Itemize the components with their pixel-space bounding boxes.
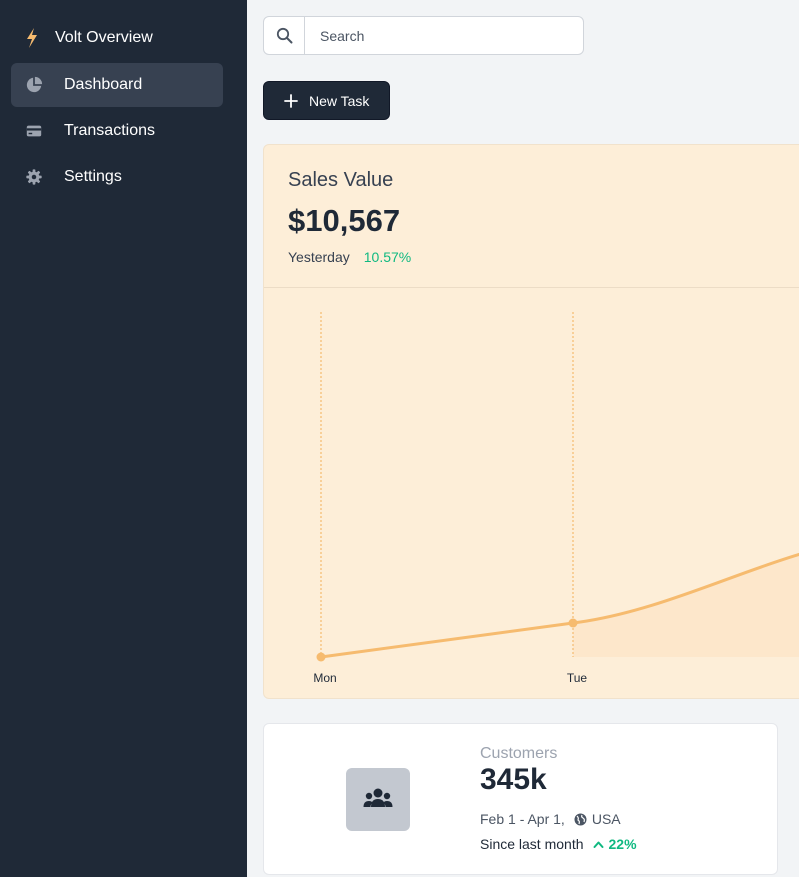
- customers-country: USA: [591, 811, 621, 827]
- chart-x-tick-label: Tue: [567, 671, 588, 685]
- credit-card-icon: [24, 121, 44, 141]
- customers-since-row: Since last month 22%: [480, 836, 637, 852]
- chart-point: [316, 652, 326, 662]
- search-icon[interactable]: [264, 17, 305, 54]
- sidebar-item-settings[interactable]: Settings: [11, 155, 223, 199]
- chart-pie-icon: [24, 75, 44, 95]
- search-box: [263, 16, 584, 55]
- sidebar-item-label: Transactions: [64, 122, 155, 139]
- chart-point: [568, 618, 578, 628]
- new-task-button[interactable]: New Task: [263, 81, 390, 120]
- chart-area: [573, 554, 799, 657]
- customers-value: 345k: [480, 763, 547, 796]
- plus-icon: [284, 93, 298, 108]
- lightning-bolt-icon: [27, 28, 37, 48]
- customers-card: Customers 345k Feb 1 - Apr 1, USA Since …: [263, 723, 778, 875]
- brand-name: Volt Overview: [55, 29, 153, 46]
- sidebar-item-label: Settings: [64, 168, 122, 185]
- sidebar-item-dashboard[interactable]: Dashboard: [11, 63, 223, 107]
- gear-icon: [24, 167, 44, 187]
- sales-value: $10,567: [288, 203, 401, 238]
- customers-label: Customers: [480, 745, 558, 762]
- users-icon: [346, 768, 410, 831]
- sales-change: 10.57%: [363, 249, 412, 265]
- globe-icon: [574, 813, 587, 825]
- customers-range: Feb 1 - Apr 1,: [480, 811, 565, 827]
- sidebar-item-label: Dashboard: [64, 76, 143, 93]
- sales-title: Sales Value: [288, 169, 394, 191]
- customers-range-row: Feb 1 - Apr 1, USA: [480, 811, 621, 827]
- sidebar-item-transactions[interactable]: Transactions: [11, 109, 223, 153]
- sales-header: Sales Value $10,567 Yesterday 10.57%: [264, 145, 799, 288]
- new-task-label: New Task: [309, 92, 370, 109]
- search-input[interactable]: [305, 17, 583, 54]
- chart-series-line: [319, 552, 799, 659]
- chart-x-tick-label: Mon: [313, 671, 336, 685]
- customers-since-label: Since last month: [480, 836, 584, 852]
- sales-value-card: Sales Value $10,567 Yesterday 10.57% Mon…: [263, 144, 799, 699]
- sidebar: Volt Overview Dashboard Transactions: [0, 0, 247, 877]
- sales-chart: Mon Tue: [313, 312, 799, 685]
- customers-change-badge: 22%: [593, 836, 637, 852]
- sales-period: Yesterday: [288, 249, 350, 265]
- brand[interactable]: Volt Overview: [24, 26, 153, 50]
- chevron-up-icon: [593, 841, 603, 848]
- sales-period-row: Yesterday 10.57%: [288, 249, 411, 265]
- customers-change: 22%: [608, 836, 637, 852]
